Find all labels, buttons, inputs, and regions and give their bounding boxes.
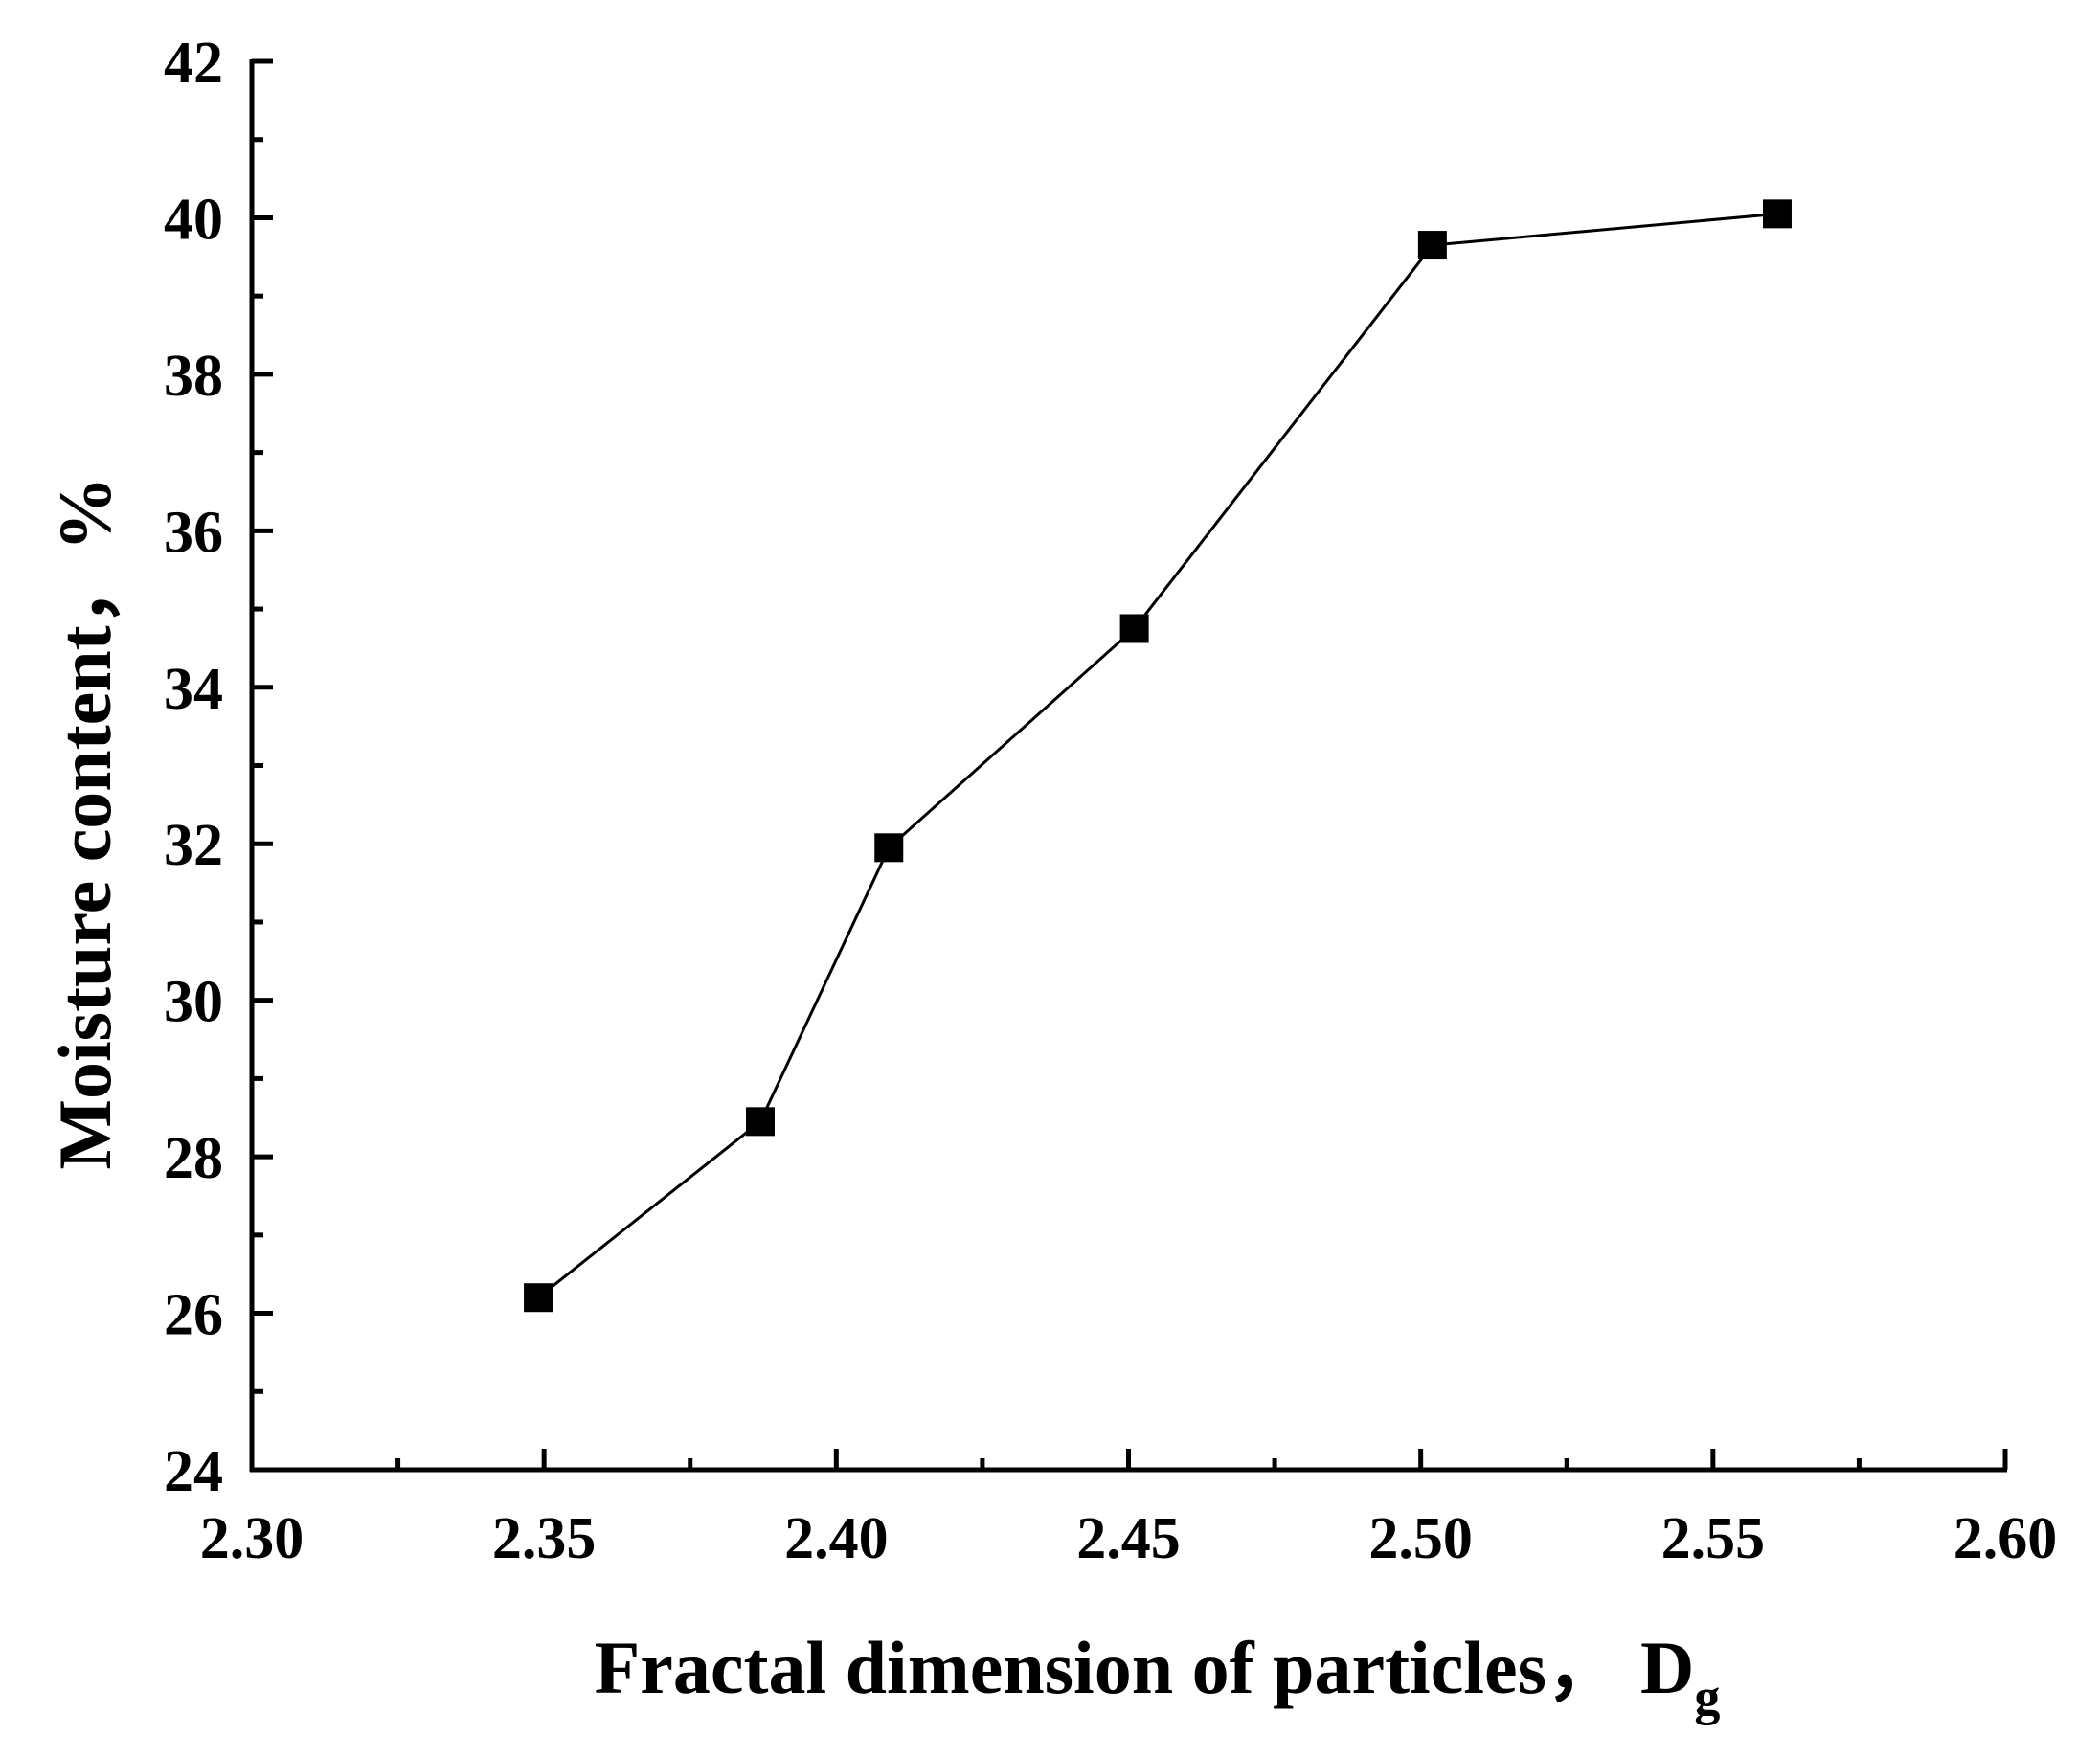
y-tick-label: 26 bbox=[164, 1283, 223, 1348]
data-point bbox=[1762, 199, 1792, 229]
series-layer bbox=[524, 199, 1792, 1313]
x-axis-title-subscript: g bbox=[1694, 1668, 1720, 1725]
data-point bbox=[1417, 231, 1447, 260]
x-ticks: 2.30 2.35 2.40 2.45 2.50 2.55 2.60 bbox=[200, 1449, 2058, 1571]
y-tick-label: 34 bbox=[164, 657, 223, 722]
y-ticks: 24 26 28 30 32 34 36 38 40 42 bbox=[164, 31, 273, 1504]
x-tick-label: 2.45 bbox=[1076, 1506, 1181, 1571]
axes bbox=[249, 59, 2007, 1473]
x-tick-label: 2.30 bbox=[200, 1506, 305, 1571]
x-axis-title-symbol: D bbox=[1640, 1626, 1694, 1709]
x-tick-label: 2.35 bbox=[492, 1506, 597, 1571]
x-tick-label: 2.50 bbox=[1368, 1506, 1473, 1571]
x-tick-label: 2.60 bbox=[1953, 1506, 2058, 1571]
x-tick-label: 2.55 bbox=[1661, 1506, 1766, 1571]
y-tick-label: 42 bbox=[164, 31, 223, 96]
data-point bbox=[874, 833, 904, 863]
y-tick-label: 38 bbox=[164, 344, 223, 409]
y-axis-title: Moisture content，% bbox=[43, 476, 126, 1169]
y-tick-label: 28 bbox=[164, 1126, 223, 1191]
data-point bbox=[1119, 614, 1149, 643]
y-tick-label: 40 bbox=[164, 187, 223, 252]
y-tick-label: 30 bbox=[164, 970, 223, 1035]
y-tick-label: 36 bbox=[164, 500, 223, 565]
x-axis-title-text: Fractal dimension of particles， bbox=[595, 1626, 1621, 1709]
data-point bbox=[524, 1283, 553, 1313]
x-tick-label: 2.40 bbox=[784, 1506, 889, 1571]
y-tick-label: 32 bbox=[164, 813, 223, 878]
series-line bbox=[537, 212, 1778, 1299]
data-point bbox=[745, 1107, 775, 1137]
y-tick-label: 24 bbox=[164, 1439, 223, 1504]
x-axis-title: Fractal dimension of particles， Dg bbox=[595, 1626, 1721, 1725]
